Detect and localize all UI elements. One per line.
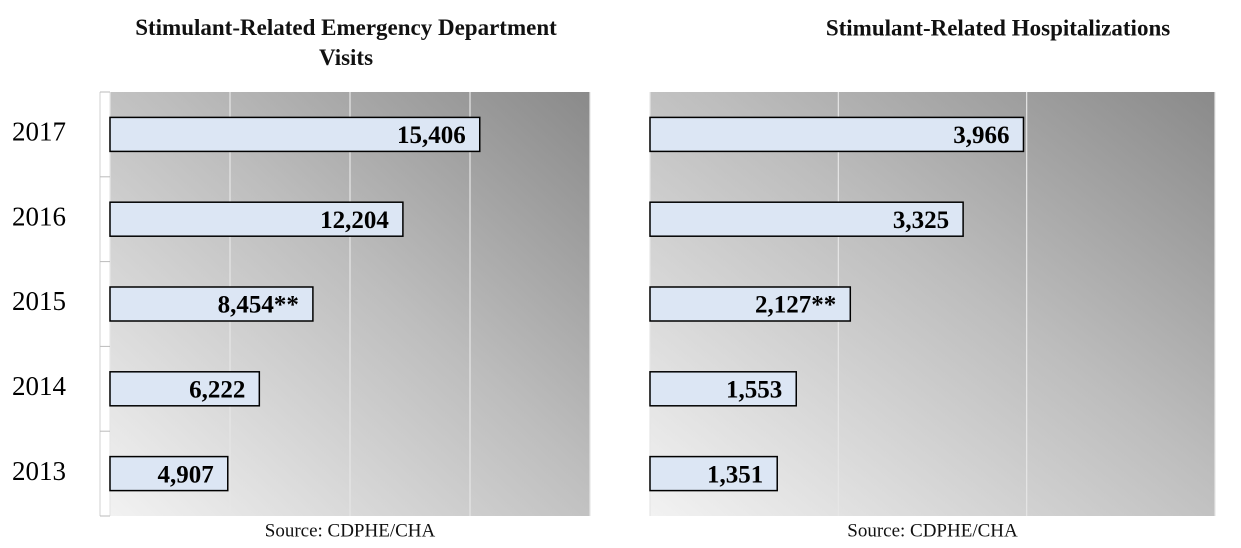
y-tick-label: 2016 xyxy=(12,201,66,231)
bar xyxy=(109,286,314,322)
value-label: 8,454** xyxy=(218,292,299,319)
value-label: 15,406 xyxy=(397,122,466,149)
chart-title: Stimulant-Related Emergency Department Vi… xyxy=(135,15,557,70)
value-label: 1,553 xyxy=(726,377,782,404)
value-label: 1,351 xyxy=(707,461,763,488)
value-label: 3,966 xyxy=(953,122,1009,149)
bar xyxy=(109,201,404,237)
y-tick-label: 2013 xyxy=(12,456,66,486)
value-label: 3,325 xyxy=(893,207,949,234)
value-label: 12,204 xyxy=(320,207,389,234)
bar xyxy=(109,371,261,407)
y-tick-label: 2017 xyxy=(12,117,66,147)
value-label: 4,907 xyxy=(158,461,214,488)
bar xyxy=(109,116,481,153)
bar xyxy=(649,286,852,322)
bar xyxy=(109,455,229,492)
value-label: 6,222 xyxy=(189,377,245,404)
bar xyxy=(649,455,778,492)
bar xyxy=(649,201,964,237)
chart-title: Stimulant-Related Hospitalizations xyxy=(826,15,1170,40)
bar xyxy=(649,116,1025,153)
y-tick-label: 2014 xyxy=(12,371,67,401)
source-note: Source: CDPHE/CHA xyxy=(265,520,436,541)
y-tick-label: 2015 xyxy=(12,286,66,316)
value-label: 2,127** xyxy=(755,292,836,319)
bar xyxy=(649,371,797,407)
source-note: Source: CDPHE/CHA xyxy=(847,520,1018,541)
